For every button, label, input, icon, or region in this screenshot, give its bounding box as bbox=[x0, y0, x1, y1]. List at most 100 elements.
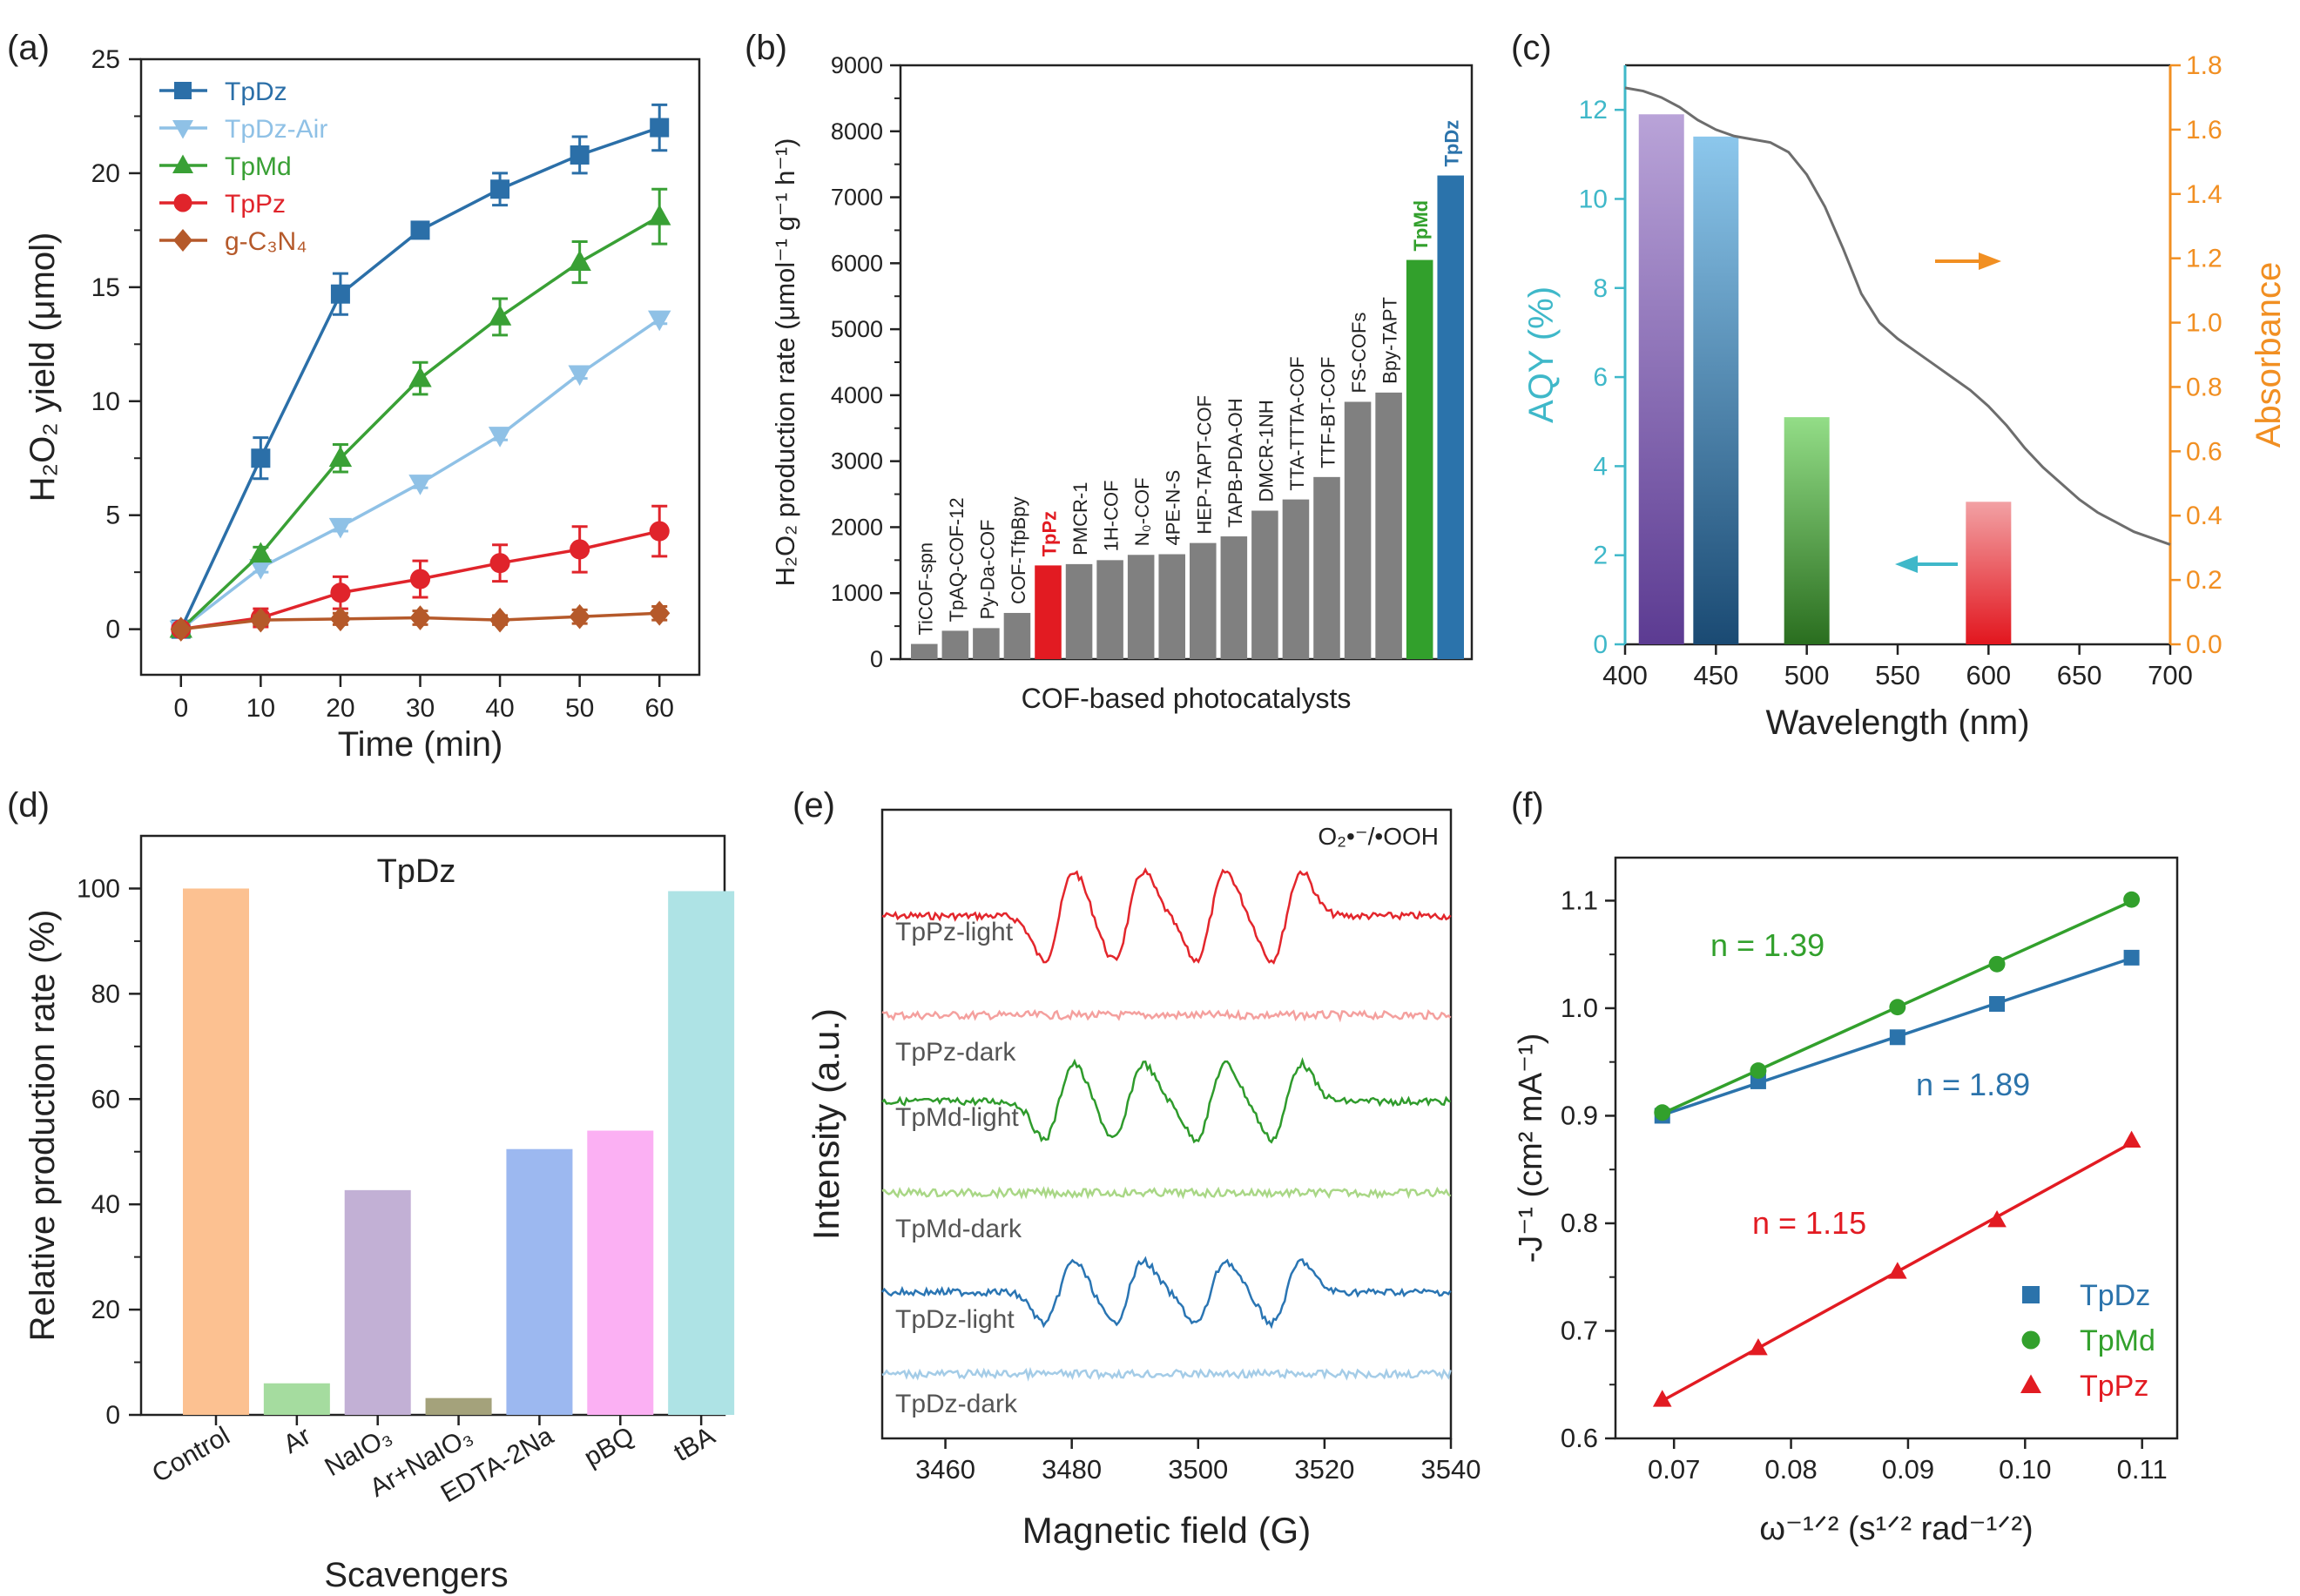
data-point bbox=[1987, 1210, 2007, 1228]
bar-label: TpPz bbox=[1039, 511, 1061, 557]
x-tick-label: 3460 bbox=[915, 1454, 975, 1485]
x-axis-title: Time (min) bbox=[338, 725, 503, 764]
bar-label: Py-Da-COF bbox=[976, 519, 998, 619]
aqy-bar-600 bbox=[1966, 502, 2012, 644]
spectrum-TpDz-light bbox=[881, 1256, 1452, 1330]
legend-marker bbox=[173, 193, 192, 212]
data-point bbox=[250, 607, 272, 633]
y-tick-label: 0 bbox=[105, 616, 120, 644]
x-tick-label: 60 bbox=[645, 694, 674, 723]
bar-tBA bbox=[668, 891, 735, 1415]
legend-marker bbox=[172, 120, 193, 139]
bar-1H-COF bbox=[1096, 560, 1123, 659]
y-tick-label: 0 bbox=[105, 1401, 120, 1430]
x-tick-label: 550 bbox=[1875, 660, 1920, 690]
data-point bbox=[570, 145, 590, 165]
legend-label: g-C₃N₄ bbox=[225, 227, 307, 256]
x-tick-label: 450 bbox=[1693, 660, 1738, 690]
x-tick-label: Ar bbox=[279, 1421, 315, 1459]
data-point bbox=[489, 553, 510, 574]
data-point bbox=[330, 284, 350, 304]
data-point bbox=[328, 446, 353, 468]
data-point bbox=[490, 179, 510, 199]
bar-TpMd bbox=[1406, 259, 1433, 659]
bar-Bpy-TAPT bbox=[1375, 392, 1402, 659]
data-point bbox=[650, 118, 670, 138]
chart-title: TpDz bbox=[377, 853, 456, 890]
y-tick-label: 0 bbox=[1593, 630, 1608, 659]
spectrum-TpMd-dark bbox=[881, 1186, 1452, 1200]
data-point bbox=[251, 448, 271, 468]
y2-tick-label: 0.6 bbox=[2186, 437, 2222, 466]
series-annotation: n = 1.39 bbox=[1710, 927, 1824, 963]
x-tick-label: Control bbox=[147, 1421, 234, 1488]
bar-4PE-N-S bbox=[1158, 554, 1185, 659]
x-tick-label: 30 bbox=[406, 694, 435, 723]
y-tick-label: 60 bbox=[91, 1085, 120, 1114]
aqy-bar-500 bbox=[1784, 417, 1830, 644]
y-tick-label: 2 bbox=[1593, 542, 1608, 570]
bar-label: TAPB-PDA-OH bbox=[1224, 398, 1246, 528]
data-point bbox=[408, 475, 432, 495]
panel-a-line-chart: 0 10 20 30 40 50 60 0 5 10 15 20 25 Time (min) H₂O₂ yi… bbox=[24, 45, 701, 764]
bar-Ar+NaIO₃ bbox=[425, 1397, 492, 1415]
y-tick-label: 20 bbox=[91, 1296, 120, 1324]
y2-tick-label: 1.4 bbox=[2186, 180, 2222, 209]
bar-DMCR-1NH bbox=[1251, 510, 1278, 659]
bar-label: TiCOF-spn bbox=[914, 542, 936, 636]
data-point bbox=[2123, 891, 2141, 908]
panel-label-b: (b) bbox=[745, 29, 787, 67]
x-axis-title: Wavelength (nm) bbox=[1765, 704, 2029, 742]
bar-label: FS-COFs bbox=[1348, 313, 1370, 394]
data-point bbox=[170, 616, 192, 642]
y2-tick-label: 0.4 bbox=[2186, 502, 2222, 530]
y-axis-title: AQY (%) bbox=[1522, 286, 1561, 423]
data-point bbox=[649, 521, 670, 542]
legend-marker bbox=[173, 229, 192, 252]
data-point bbox=[2121, 1130, 2141, 1148]
y-tick-label: 1.1 bbox=[1561, 885, 1598, 915]
data-point bbox=[648, 310, 671, 332]
panel-b-bar-chart: 0 1000 2000 3000 4000 5000 6000 7000 8000 9000 TiC… bbox=[770, 52, 1474, 714]
x-tick-label: 3520 bbox=[1294, 1454, 1354, 1485]
bar-N₀-COF bbox=[1127, 555, 1155, 659]
data-point bbox=[488, 427, 512, 448]
spectrum-TpPz-dark bbox=[881, 1008, 1452, 1023]
data-point bbox=[330, 583, 351, 603]
bar-label: DMCR-1NH bbox=[1255, 400, 1277, 502]
spectrum-label: TpPz-light bbox=[895, 918, 1014, 946]
bar-NaIO₃ bbox=[344, 1189, 411, 1415]
spectrum-label: TpMd-light bbox=[895, 1103, 1019, 1132]
legend-label: TpDz-Air bbox=[225, 115, 327, 144]
x-tick-label: 0.11 bbox=[2117, 1454, 2168, 1485]
bar-TpPz bbox=[1035, 565, 1062, 659]
x-tick-label: 0.09 bbox=[1882, 1454, 1934, 1485]
spectrum-label: TpMd-dark bbox=[895, 1215, 1022, 1243]
y2-axis-title: Absorbance bbox=[2249, 262, 2288, 448]
legend-label: TpPz bbox=[225, 190, 286, 219]
bar-TTF-BT-COF bbox=[1313, 476, 1340, 659]
panel-label-a: (a) bbox=[7, 29, 50, 67]
data-point bbox=[569, 603, 590, 630]
legend-label: TpDz bbox=[2080, 1279, 2150, 1312]
bar-Ar bbox=[263, 1383, 330, 1415]
data-point bbox=[489, 607, 511, 633]
y-axis-title: Intensity (a.u.) bbox=[806, 1008, 846, 1240]
bar-TAPB-PDA-OH bbox=[1220, 536, 1248, 659]
legend-label: TpMd bbox=[225, 152, 292, 181]
data-point bbox=[408, 366, 432, 387]
bar-label: TpAQ-COF-12 bbox=[946, 497, 968, 622]
bar-label: TpMd bbox=[1410, 200, 1432, 252]
y-tick-label: 6 bbox=[1593, 363, 1608, 392]
data-point bbox=[1652, 1390, 1672, 1407]
x-tick-label: 10 bbox=[246, 694, 275, 723]
legend-marker bbox=[174, 82, 192, 99]
x-tick-label: 40 bbox=[485, 694, 514, 723]
data-point bbox=[1749, 1337, 1768, 1356]
data-point bbox=[1988, 955, 2006, 973]
y-tick-label: 6000 bbox=[831, 250, 883, 276]
data-point bbox=[570, 539, 590, 560]
y-tick-label: 20 bbox=[91, 159, 120, 188]
